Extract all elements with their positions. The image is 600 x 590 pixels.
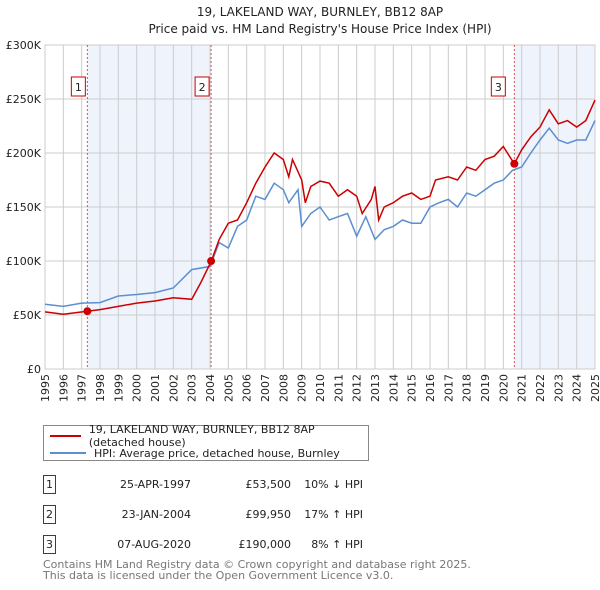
transaction-date: 25-APR-1997	[119, 478, 191, 491]
sale-point	[510, 159, 519, 168]
transaction-row: 3 07-AUG-2020 £190,000 8% ↑ HPI	[43, 535, 443, 555]
x-tick-label: 2016	[424, 374, 437, 402]
property-price-line	[44, 99, 596, 315]
y-tick-label: £300K	[6, 39, 42, 52]
x-tick-label: 2025	[589, 374, 600, 402]
chart-subtitle: Price paid vs. HM Land Registry's House …	[148, 22, 491, 36]
x-tick-label: 2003	[186, 374, 199, 402]
x-tick-label: 2022	[534, 374, 547, 402]
x-tick-label: 2012	[351, 374, 364, 402]
transaction-date: 23-JAN-2004	[121, 508, 191, 521]
x-tick-label: 2005	[222, 374, 235, 402]
sale-label-box	[490, 76, 506, 97]
transaction-hpi: 8% ↑ HPI	[311, 538, 363, 551]
legend-item-hpi: HPI: Average price, detached house, Burn…	[50, 446, 340, 460]
transaction-price: £99,950	[245, 508, 292, 521]
x-tick-label: 2021	[516, 374, 529, 402]
x-tick-label: 2018	[461, 374, 474, 402]
x-tick-label: 2013	[369, 374, 382, 402]
transaction-number: 3	[43, 535, 56, 554]
x-tick-label: 2015	[406, 374, 419, 402]
plot-border	[44, 44, 596, 370]
legend-label: HPI: Average price, detached house, Burn…	[94, 446, 340, 460]
x-tick-label: 2001	[149, 374, 162, 402]
transaction-row: 1 25-APR-1997 £53,500 10% ↓ HPI	[43, 475, 443, 495]
hpi-line	[44, 120, 596, 308]
transaction-date: 07-AUG-2020	[117, 538, 191, 551]
x-tick-label: 2009	[296, 374, 309, 402]
legend-item-property: 19, LAKELAND WAY, BURNLEY, BB12 8AP (det…	[50, 423, 368, 449]
footer-licence: This data is licensed under the Open Gov…	[43, 569, 394, 582]
legend: 19, LAKELAND WAY, BURNLEY, BB12 8AP (det…	[43, 423, 369, 461]
sale-point	[207, 257, 216, 266]
sale-label: 2	[199, 81, 206, 94]
x-tick-label: 1998	[94, 374, 107, 402]
legend-label: 19, LAKELAND WAY, BURNLEY, BB12 8AP (det…	[88, 423, 315, 449]
x-tick-label: 2007	[259, 374, 272, 402]
x-tick-label: 2000	[131, 374, 144, 402]
transaction-price: £53,500	[245, 478, 292, 491]
sale-label-box	[194, 76, 210, 97]
x-tick-label: 2010	[314, 374, 327, 402]
x-tick-label: 2024	[571, 374, 584, 402]
x-tick-label: 2019	[479, 374, 492, 402]
x-tick-label: 2023	[552, 374, 565, 402]
y-tick-label: £100K	[6, 255, 42, 268]
legend-swatch-blue	[50, 452, 86, 454]
x-tick-label: 2011	[332, 374, 345, 402]
transaction-number: 1	[43, 475, 56, 494]
legend-swatch-red	[50, 435, 81, 437]
x-tick-label: 2020	[497, 374, 510, 402]
transaction-row: 2 23-JAN-2004 £99,950 17% ↑ HPI	[43, 505, 443, 525]
x-tick-label: 2017	[442, 374, 455, 402]
x-tick-label: 2006	[241, 374, 254, 402]
y-tick-label: £200K	[6, 147, 42, 160]
sale-point	[83, 307, 92, 316]
x-tick-label: 1999	[112, 374, 125, 402]
transaction-hpi: 17% ↑ HPI	[304, 508, 363, 521]
chart-title: 19, LAKELAND WAY, BURNLEY, BB12 8AP	[197, 5, 443, 19]
y-tick-label: £50K	[13, 309, 42, 322]
footer-copyright: Contains HM Land Registry data © Crown c…	[43, 558, 471, 571]
x-tick-label: 1996	[57, 374, 70, 402]
y-tick-label: £250K	[6, 93, 42, 106]
sale-label: 1	[75, 81, 82, 94]
x-tick-label: 1995	[39, 374, 52, 402]
y-tick-label: £0	[27, 363, 41, 376]
x-tick-label: 1997	[76, 374, 89, 402]
price-chart: 19, LAKELAND WAY, BURNLEY, BB12 8AP Pric…	[6, 5, 600, 402]
transaction-number: 2	[43, 505, 56, 524]
x-tick-label: 2002	[167, 374, 180, 402]
x-tick-label: 2008	[277, 374, 290, 402]
transaction-hpi: 10% ↓ HPI	[304, 478, 363, 491]
sale-label-box	[70, 76, 86, 97]
sale-label: 3	[495, 81, 502, 94]
footer: Contains HM Land Registry data © Crown c…	[43, 559, 471, 581]
transaction-price: £190,000	[238, 538, 292, 551]
x-tick-label: 2014	[387, 374, 400, 402]
y-tick-label: £150K	[6, 201, 42, 214]
x-tick-label: 2004	[204, 374, 217, 402]
